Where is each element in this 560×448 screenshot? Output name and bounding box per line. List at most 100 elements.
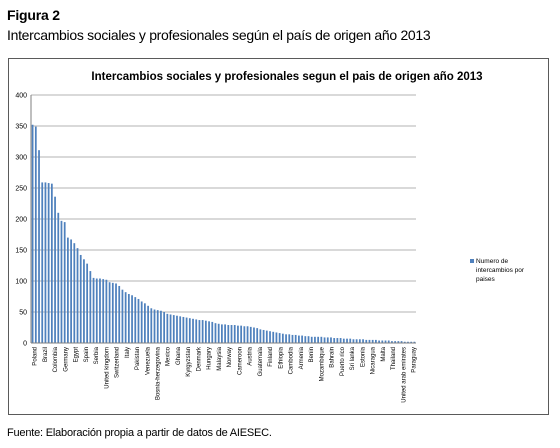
bar — [188, 318, 191, 343]
bar — [156, 310, 159, 343]
bar — [140, 301, 143, 343]
bar — [31, 124, 34, 343]
bars — [31, 124, 416, 344]
x-tick-label: Armenia — [299, 346, 305, 369]
bar — [201, 320, 204, 343]
x-tick-label: Germany — [63, 347, 69, 372]
bar — [314, 336, 316, 343]
x-tick-label: Malaysia — [217, 346, 223, 370]
x-tick-label: Austria — [248, 346, 254, 365]
x-tick-label: Colombia — [53, 346, 59, 372]
bar — [204, 320, 207, 343]
bar — [134, 297, 137, 343]
bar-chart: Intercambios sociales y profesionales se… — [15, 71, 525, 403]
bar — [230, 325, 233, 343]
bar — [407, 341, 409, 343]
bar — [95, 278, 98, 343]
bar — [153, 309, 156, 343]
bar — [127, 294, 130, 343]
bar — [179, 316, 182, 343]
bar — [108, 282, 111, 343]
figure-label: Figura 2 — [7, 7, 60, 23]
bar — [89, 271, 92, 343]
y-tick-label: 100 — [15, 279, 27, 286]
chart-frame: Intercambios sociales y profesionales se… — [8, 58, 549, 415]
bar — [378, 340, 380, 343]
bar — [41, 182, 44, 343]
bar — [240, 325, 243, 343]
bar — [307, 336, 310, 343]
bar — [281, 333, 284, 343]
bar — [375, 339, 377, 343]
bar — [339, 338, 342, 343]
bar — [166, 313, 169, 343]
bar — [105, 279, 108, 343]
x-tick-label: Brazil — [43, 347, 49, 362]
bar — [358, 339, 361, 343]
x-tick-label: United arab emirates — [401, 347, 407, 403]
bar — [118, 285, 121, 343]
bar — [57, 212, 60, 343]
y-tick-label: 300 — [15, 155, 27, 162]
x-tick-label: Sri lanka — [350, 346, 356, 370]
bar — [60, 220, 63, 343]
bar — [38, 150, 40, 343]
bar — [381, 340, 384, 343]
x-tick-label: Switzerland — [115, 347, 121, 378]
bar — [320, 336, 323, 343]
x-axis-labels: Poland Brazil Colombia Germany Egypt Spain Ser… — [33, 346, 418, 403]
bar — [394, 341, 397, 343]
y-tick-label: 50 — [19, 310, 27, 317]
bar — [304, 336, 307, 343]
bar — [384, 340, 387, 343]
bar — [195, 319, 198, 343]
legend-swatch — [470, 259, 474, 263]
x-tick-label: Italy — [125, 347, 131, 358]
bar — [400, 341, 403, 343]
bar — [70, 239, 72, 343]
y-tick-label: 0 — [23, 341, 27, 348]
bar — [115, 283, 117, 343]
x-tick-label: Paraguay — [412, 347, 418, 373]
bar — [291, 334, 294, 343]
bar — [73, 243, 76, 343]
figure-source: Fuente: Elaboración propia a partir de d… — [7, 427, 272, 439]
bar — [294, 334, 297, 343]
bar — [63, 222, 66, 343]
bar — [214, 323, 217, 343]
x-tick-label: Thailand — [391, 347, 397, 370]
bar — [323, 337, 326, 343]
bar — [83, 259, 85, 343]
y-tick-label: 250 — [15, 186, 27, 193]
bar — [111, 282, 114, 343]
bar — [198, 320, 201, 343]
y-tick-label: 400 — [15, 93, 27, 100]
bar — [256, 328, 259, 343]
bar — [278, 333, 281, 343]
bar — [336, 338, 339, 343]
bar — [243, 326, 246, 343]
bar — [265, 330, 268, 343]
gridlines — [31, 94, 416, 313]
bar — [217, 323, 220, 343]
bar — [262, 329, 265, 343]
bar — [362, 339, 364, 343]
x-tick-label: Benin — [309, 347, 315, 362]
bar — [387, 340, 390, 343]
bar — [227, 325, 230, 343]
bar — [349, 338, 352, 343]
bar — [317, 336, 320, 343]
x-tick-label: Finland — [268, 347, 274, 367]
bar — [54, 196, 56, 343]
bar — [352, 339, 355, 343]
bar — [221, 324, 223, 343]
x-tick-label: Hungary — [207, 347, 213, 370]
x-tick-label: Cambodia — [289, 346, 295, 374]
figure-subtitle: Intercambios sociales y profesionales se… — [7, 27, 431, 43]
x-tick-label: Mexico — [166, 346, 172, 366]
axes — [30, 95, 416, 344]
bar — [150, 308, 153, 343]
bar — [233, 325, 236, 343]
x-tick-label: Poland — [33, 347, 39, 366]
x-tick-label: Mozambique — [319, 346, 325, 381]
